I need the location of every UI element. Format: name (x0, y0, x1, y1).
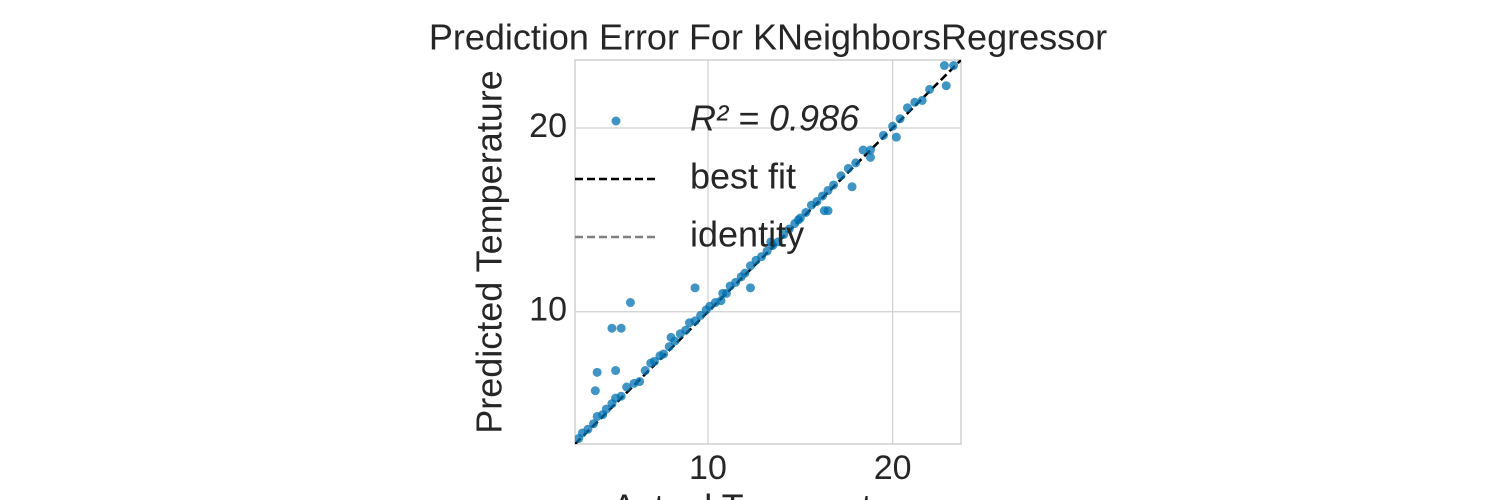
data-point (779, 230, 789, 240)
data-point (858, 145, 868, 155)
data-point (817, 191, 827, 201)
data-point (690, 316, 700, 326)
data-point (718, 288, 728, 298)
legend-label: identity (690, 214, 804, 255)
x-axis-label: Actual Temperature (612, 487, 924, 500)
data-point (681, 325, 691, 335)
data-point (649, 356, 659, 366)
data-point (925, 84, 935, 94)
data-point (801, 207, 811, 217)
data-point (583, 424, 593, 434)
y-axis-label: Predicted Temperature (469, 70, 510, 434)
data-point (891, 132, 901, 142)
data-point (812, 196, 822, 206)
data-point (910, 97, 920, 107)
data-point (659, 349, 669, 359)
data-point (823, 185, 833, 195)
data-point (601, 404, 611, 414)
data-point (836, 171, 846, 181)
data-point (607, 323, 617, 333)
data-point (939, 61, 949, 71)
data-point (592, 367, 602, 377)
data-point (949, 61, 959, 71)
data-point (793, 215, 803, 225)
data-point (895, 114, 905, 124)
data-point (588, 419, 598, 429)
data-point (888, 121, 898, 131)
data-point (784, 224, 794, 234)
data-point (696, 310, 706, 320)
data-point (823, 206, 833, 216)
data-point (625, 298, 635, 308)
data-point (740, 268, 750, 278)
data-point (878, 130, 888, 140)
chart-title: Prediction Error For KNeighborsRegressor (429, 17, 1107, 58)
data-point (590, 386, 600, 396)
data-point (866, 145, 876, 155)
data-point (616, 391, 626, 401)
data-point (757, 252, 767, 262)
data-point (664, 342, 674, 352)
data-point (622, 382, 632, 392)
data-point (847, 182, 857, 192)
data-point (762, 246, 772, 256)
legend-label: best fit (690, 156, 796, 197)
data-point (941, 81, 951, 91)
legend-label: R² = 0.986 (690, 98, 860, 139)
data-point (843, 163, 853, 173)
data-point (917, 95, 927, 105)
data-point (902, 103, 912, 113)
plot-frame (574, 59, 962, 445)
y-tick-label: 10 (529, 291, 567, 329)
legend-marker (611, 116, 621, 126)
data-point (866, 152, 876, 162)
data-point (690, 283, 700, 293)
data-point (766, 237, 776, 247)
data-point (745, 283, 755, 293)
data-point (635, 377, 645, 387)
y-tick-label: 20 (529, 107, 567, 145)
data-point (745, 261, 755, 271)
data-point (666, 332, 676, 342)
data-point (731, 277, 741, 287)
data-point (851, 158, 861, 168)
data-point (616, 323, 626, 333)
x-tick-label: 10 (689, 449, 727, 487)
data-point (829, 180, 839, 190)
data-point (773, 237, 783, 247)
data-point (611, 366, 621, 376)
data-point (716, 296, 726, 306)
x-tick-label: 20 (874, 449, 912, 487)
data-point (640, 366, 650, 376)
